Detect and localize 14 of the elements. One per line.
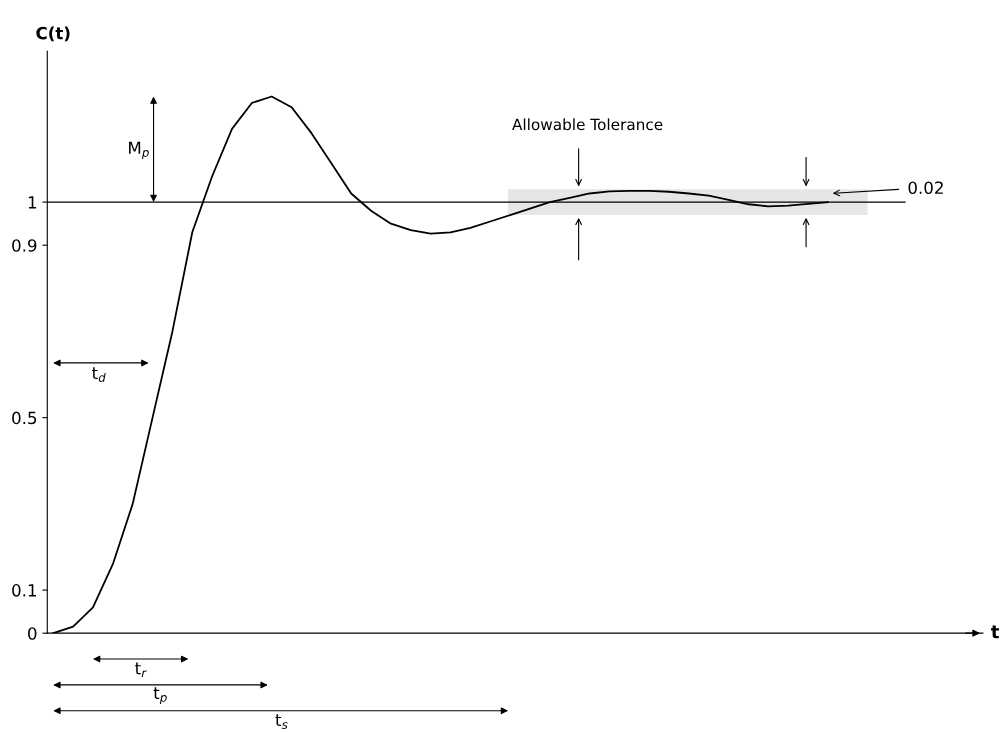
annotation: M$_{p}$: [129, 141, 149, 160]
y-axis-title: C(t): [36, 26, 70, 42]
y-tick-label: 1: [28, 196, 37, 209]
y-tick-label: 0.5: [12, 411, 37, 425]
y-tick-label: 0.1: [12, 584, 37, 597]
band-label: Allowable Tolerance: [512, 118, 663, 131]
text: t$_{s}$: [275, 714, 288, 729]
y-tick-label: 0: [28, 627, 37, 640]
text: 0.02: [908, 181, 943, 195]
annotation: t$_{d}$: [92, 367, 106, 382]
text: t: [991, 625, 1000, 639]
text: t$_{p}$: [153, 687, 167, 705]
y-tick-label: 0.9: [12, 239, 37, 252]
text: t$_{r}$: [135, 662, 147, 678]
